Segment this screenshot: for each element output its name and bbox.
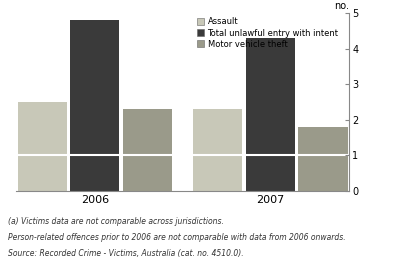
Bar <box>299 127 348 155</box>
Bar <box>123 155 172 191</box>
Bar <box>17 155 67 191</box>
Bar <box>123 109 172 155</box>
Bar <box>70 20 119 155</box>
Text: (a) Victims data are not comparable across jurisdictions.: (a) Victims data are not comparable acro… <box>8 217 224 226</box>
Bar <box>299 155 348 191</box>
Bar <box>193 155 242 191</box>
Bar <box>70 155 119 191</box>
Bar <box>246 38 295 155</box>
Bar <box>17 102 67 155</box>
Bar <box>246 155 295 191</box>
Text: Person-related offences prior to 2006 are not comparable with data from 2006 onw: Person-related offences prior to 2006 ar… <box>8 233 345 242</box>
Legend: Assault, Total unlawful entry with intent, Motor vehicle theft: Assault, Total unlawful entry with inten… <box>197 17 339 48</box>
Bar <box>193 109 242 155</box>
Text: Source: Recorded Crime - Victims, Australia (cat. no. 4510.0).: Source: Recorded Crime - Victims, Austra… <box>8 249 244 258</box>
Text: no.: no. <box>334 2 349 11</box>
